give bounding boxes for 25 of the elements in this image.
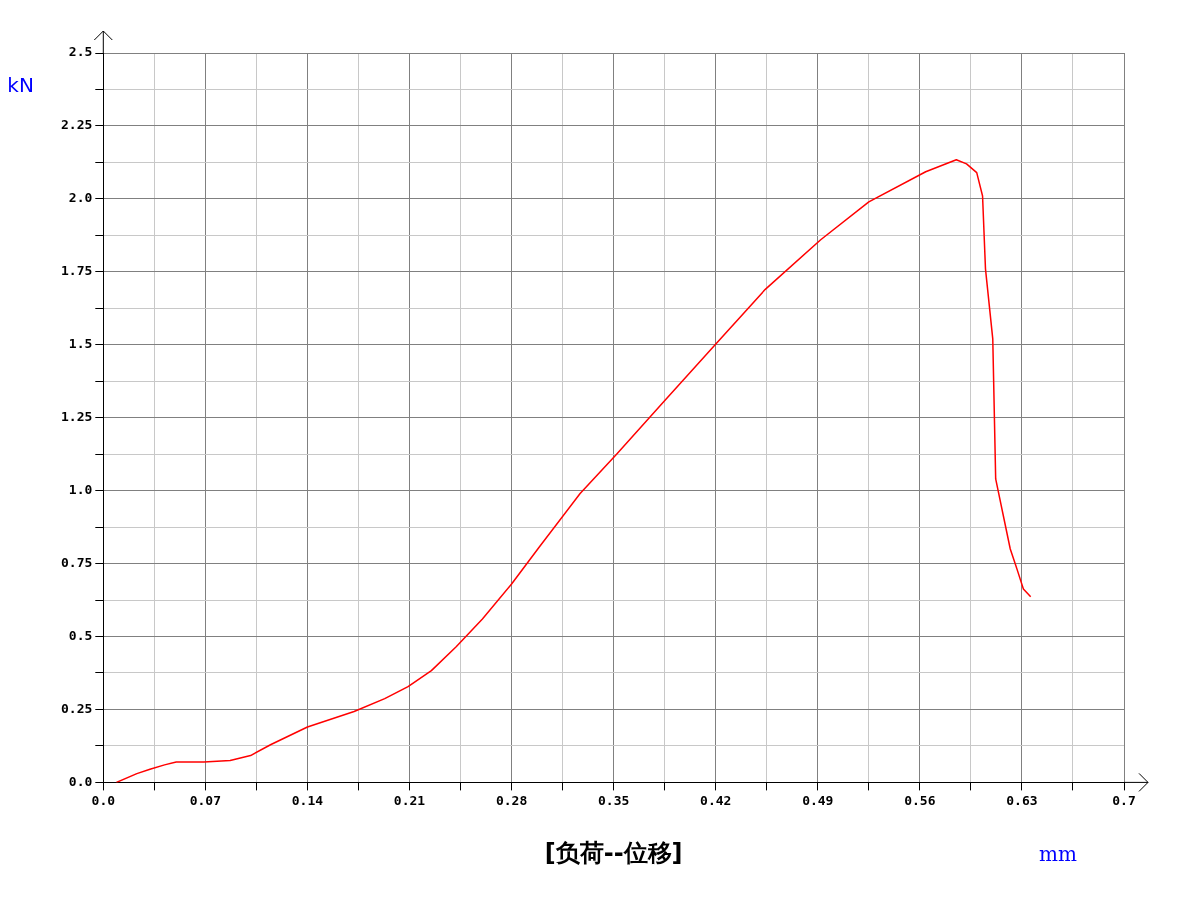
x-tick-label: 0.56 <box>904 792 936 808</box>
text: [负荷--位移] <box>544 839 683 868</box>
x-tick-label: 0.42 <box>700 792 732 808</box>
x-tick-label: 0.14 <box>291 792 324 808</box>
x-tick-label: 0.21 <box>393 792 426 808</box>
x-tick-label: 0.0 <box>91 792 116 808</box>
x-tick-label: 0.35 <box>598 792 630 808</box>
x-tick-label: 0.7 <box>1112 792 1136 808</box>
x-tick-label: 0.07 <box>189 792 222 808</box>
y-tick-label: 0.25 <box>60 700 93 716</box>
y-tick-label: 2.25 <box>60 117 93 133</box>
x-tick-label: 0.63 <box>1006 792 1038 808</box>
y-tick-label: 0.5 <box>68 627 93 643</box>
y-tick-label: 2.5 <box>68 44 93 60</box>
x-axis-title: mm <box>1039 842 1077 867</box>
y-tick-label: 0.75 <box>60 554 93 570</box>
y-tick-label: 1.5 <box>68 336 93 352</box>
y-tick-label: 1.0 <box>68 482 93 498</box>
y-tick-label: 0.0 <box>68 773 93 789</box>
y-axis-title: kN <box>7 73 34 97</box>
y-tick-label: 1.25 <box>60 409 93 425</box>
y-tick-label: 2.0 <box>68 190 93 206</box>
x-tick-label: 0.28 <box>495 792 528 808</box>
y-tick-label: 1.75 <box>60 263 93 279</box>
x-tick-label: 0.49 <box>802 792 834 808</box>
